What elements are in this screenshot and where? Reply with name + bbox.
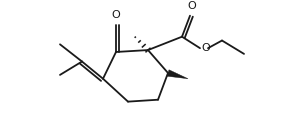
Polygon shape bbox=[167, 70, 188, 79]
Text: O: O bbox=[112, 10, 120, 21]
Text: O: O bbox=[201, 43, 210, 53]
Text: O: O bbox=[188, 1, 196, 11]
